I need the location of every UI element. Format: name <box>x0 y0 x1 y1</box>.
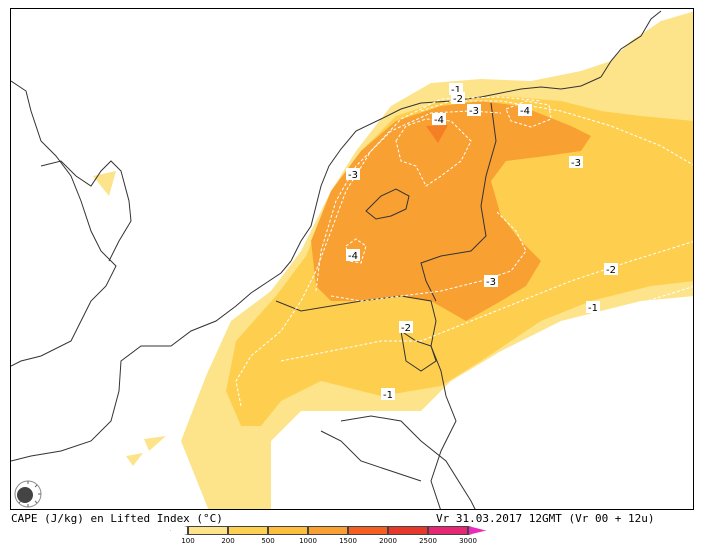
legend-tick-label: 1000 <box>299 537 317 545</box>
legend-tick-label: 1500 <box>339 537 357 545</box>
legend-swatch <box>428 526 468 535</box>
swiss-border <box>320 430 422 482</box>
belgium-nl-coast <box>290 102 422 262</box>
contour-label: -2 <box>451 92 465 105</box>
cape-dark-zone <box>311 101 591 321</box>
li-contour-minus1 <box>235 96 542 407</box>
ijsselmeer <box>365 188 410 220</box>
li-contour-minus3 <box>315 110 502 292</box>
contour-label: -1 <box>586 301 600 314</box>
contour-label: -4 <box>346 249 360 262</box>
legend-swatch <box>348 526 388 535</box>
contour-label: -2 <box>399 321 413 334</box>
contour-label: -3 <box>569 156 583 169</box>
cape-light-zone-sw1 <box>144 436 166 451</box>
map-title: CAPE (J/kg) en Lifted Index (°C) <box>11 512 223 525</box>
svg-text:-3: -3 <box>469 106 479 117</box>
cape-peak-zone <box>426 125 448 143</box>
cape-light-zone-sw2 <box>126 453 143 466</box>
legend-tick-label: 200 <box>221 537 235 545</box>
legend-swatch <box>188 526 228 535</box>
kmni-logo-icon <box>14 480 42 508</box>
map-frame: -1 -2 -3 -4 -3 -4 -3 -4 -3 -2 -2 -1 -1 <box>10 8 694 510</box>
cape-map: -1 -2 -3 -4 -3 -4 -3 -4 -3 -2 -2 -1 -1 <box>11 10 693 509</box>
svg-text:-3: -3 <box>348 170 358 181</box>
legend-tick-label: 2500 <box>419 537 437 545</box>
svg-text:-1: -1 <box>451 85 461 96</box>
legend-tick-label: 3000 <box>459 537 477 545</box>
france-coast <box>11 260 292 462</box>
nl-de-border <box>420 102 497 302</box>
contour-label: -3 <box>346 168 360 181</box>
legend-swatch <box>388 526 428 535</box>
uk-coast-east <box>40 160 132 262</box>
svg-text:-3: -3 <box>571 158 581 169</box>
svg-text:-3: -3 <box>486 277 496 288</box>
legend-swatch <box>308 526 348 535</box>
legend-colorbar <box>170 526 509 535</box>
legend-tick-label: 500 <box>261 537 275 545</box>
valid-time: Vr 31.03.2017 12GMT (Vr 00 + 12u) <box>436 512 655 525</box>
contour-label: -3 <box>467 104 481 117</box>
svg-text:-2: -2 <box>606 265 616 276</box>
cape-fields <box>93 11 693 509</box>
contour-label: -4 <box>432 113 446 126</box>
cape-legend: 100 200 500 1000 1500 2000 2500 3000 <box>170 526 530 546</box>
legend-swatch <box>268 526 308 535</box>
svg-text:-2: -2 <box>401 323 411 334</box>
alps-border <box>340 415 476 509</box>
contour-label: -2 <box>604 263 618 276</box>
svg-text:-4: -4 <box>520 106 530 117</box>
contour-label: -3 <box>484 275 498 288</box>
fr-de-border <box>430 345 457 509</box>
contour-labels: -1 -2 -3 -4 -3 -4 -3 -4 -3 -2 -2 -1 -1 <box>346 83 618 401</box>
legend-tick-label: 100 <box>181 537 195 545</box>
svg-text:-1: -1 <box>588 303 598 314</box>
denmark-coast <box>600 10 662 78</box>
legend-tick-label: 2000 <box>379 537 397 545</box>
uk-coast <box>11 80 117 367</box>
li-contour-minus4-east <box>505 100 552 128</box>
legend-swatch <box>228 526 268 535</box>
svg-text:-2: -2 <box>453 94 463 105</box>
contour-label: -4 <box>518 104 532 117</box>
li-contour-minus4 <box>395 118 472 187</box>
legend-swatch <box>170 526 188 535</box>
svg-text:-1: -1 <box>383 390 393 401</box>
cape-light-zone-uk <box>93 171 116 196</box>
svg-text:-4: -4 <box>348 251 358 262</box>
legend-swatch <box>468 526 486 535</box>
li-contour-minus3-b <box>330 210 527 302</box>
svg-text:-4: -4 <box>434 115 444 126</box>
li-contour-minus1-east <box>470 286 693 382</box>
contour-label: -1 <box>381 388 395 401</box>
